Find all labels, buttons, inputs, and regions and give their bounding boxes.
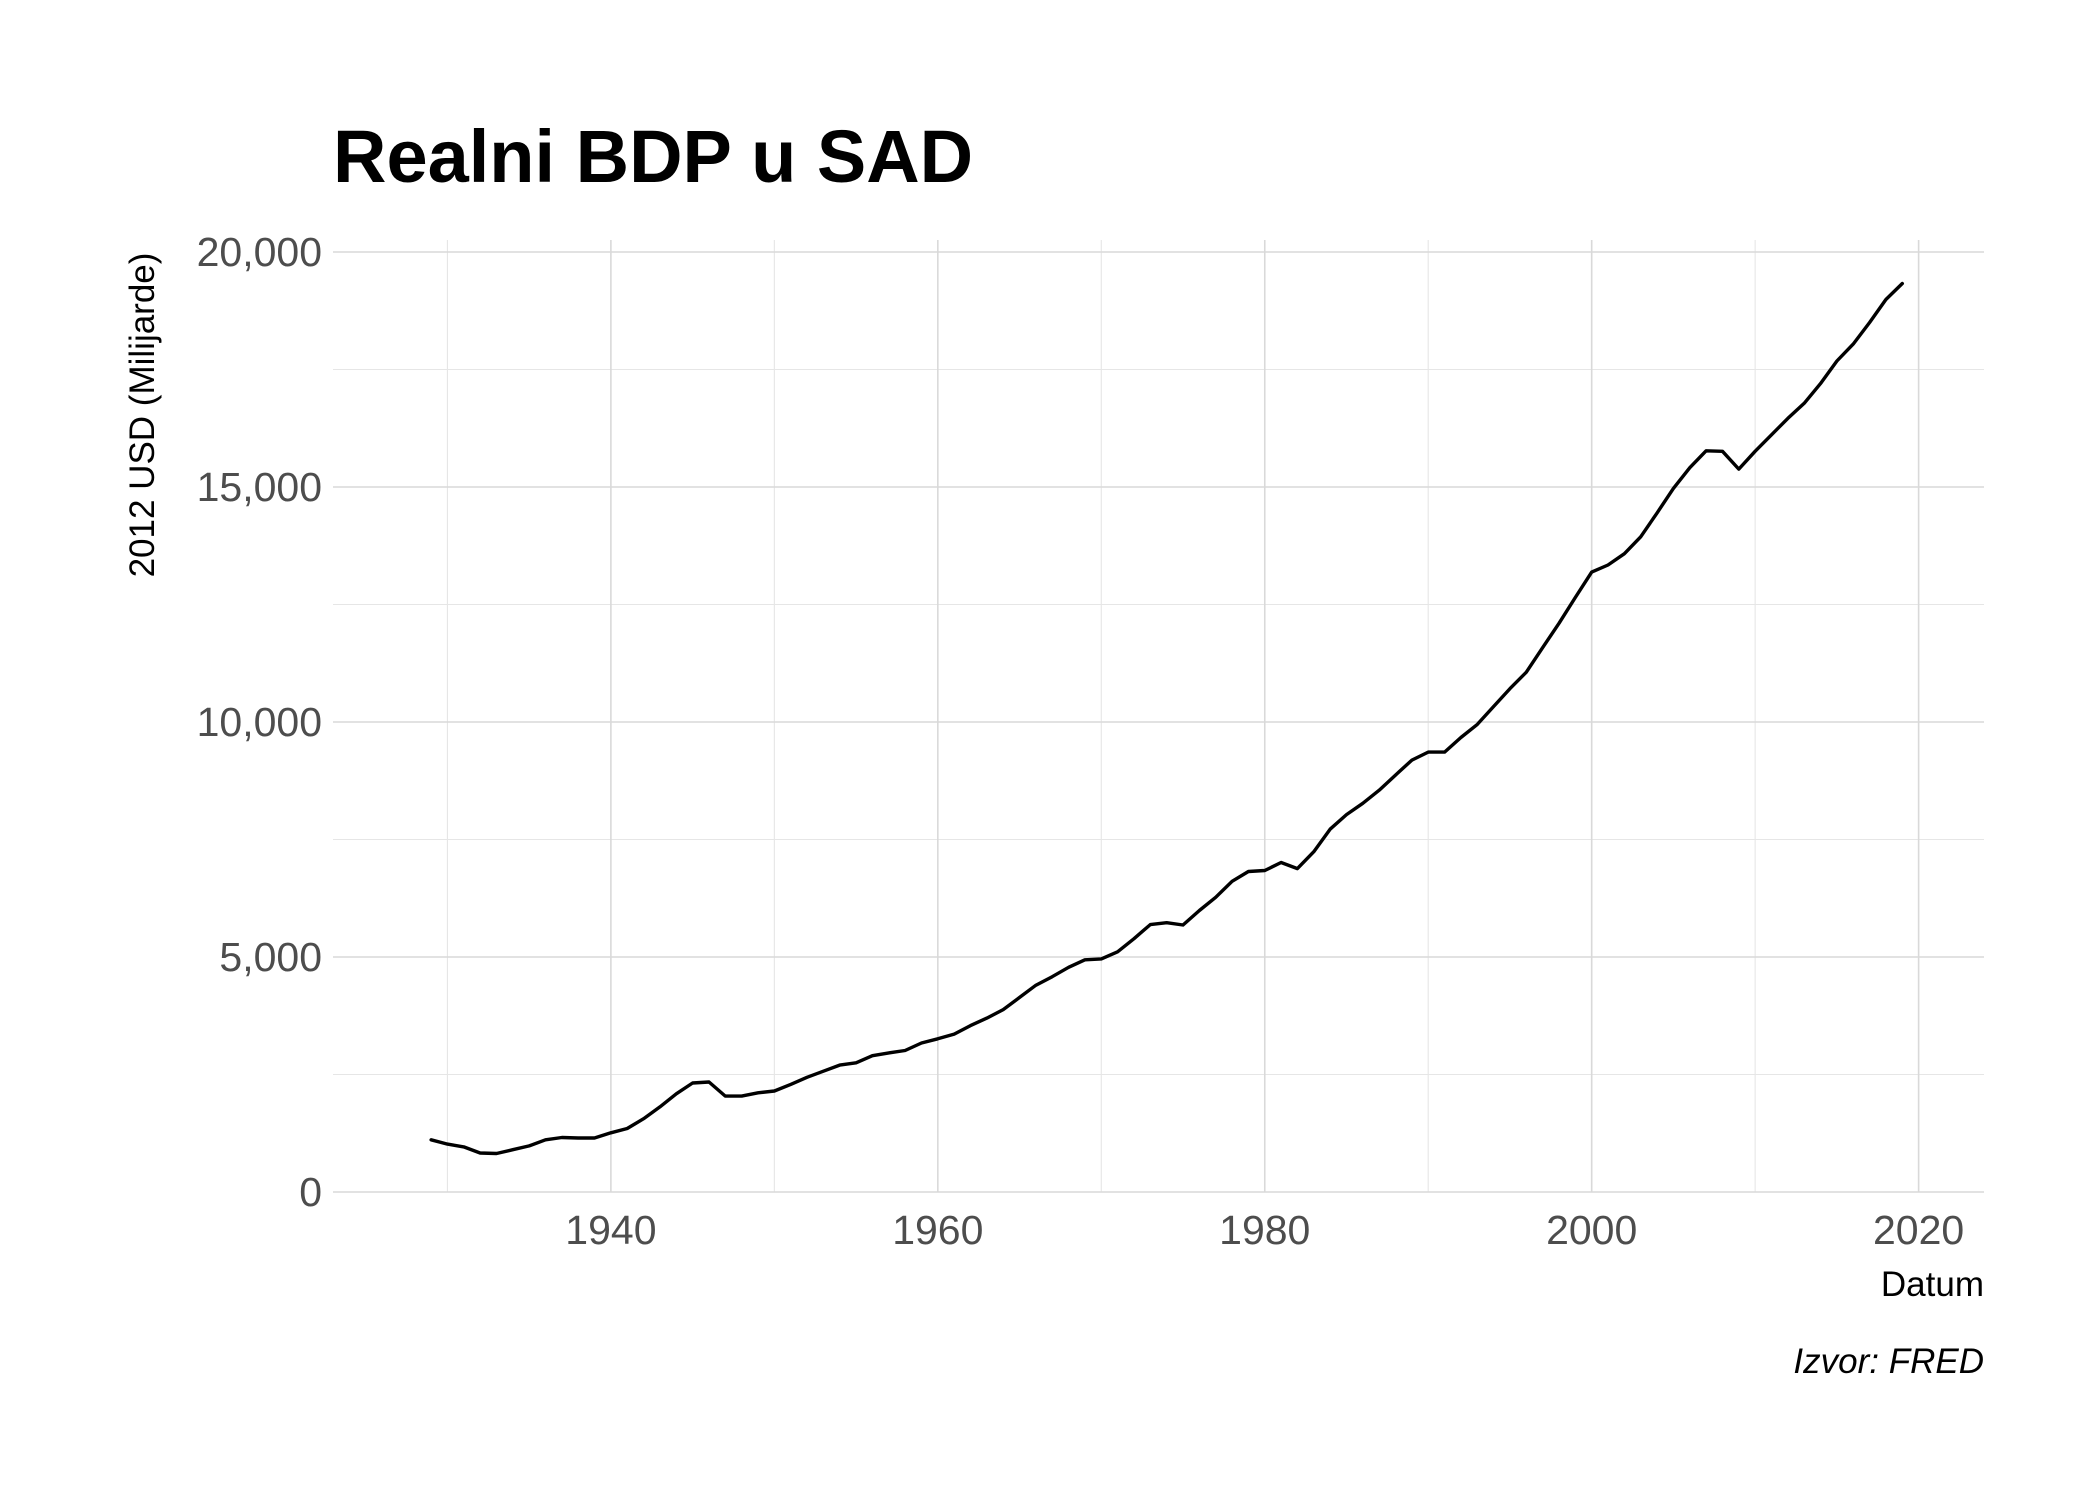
chart-title: Realni BDP u SAD	[333, 115, 973, 198]
line-layer	[429, 281, 1905, 1156]
y-axis-ticks: 0 5,000 10,000 15,000 20,000	[197, 229, 322, 1215]
x-tick-label: 2020	[1873, 1207, 1964, 1253]
y-tick-label: 20,000	[197, 229, 322, 275]
grid-layer	[333, 240, 1984, 1193]
x-axis-ticks: 1940 1960 1980 2000 2020	[565, 1207, 1964, 1253]
x-tick-label: 1980	[1219, 1207, 1310, 1253]
y-tick-label: 0	[299, 1169, 322, 1215]
gdp-series-line	[429, 281, 1905, 1156]
y-tick-label: 5,000	[219, 934, 322, 980]
x-tick-label: 2000	[1546, 1207, 1637, 1253]
y-tick-label: 10,000	[197, 699, 322, 745]
x-tick-label: 1940	[565, 1207, 656, 1253]
y-tick-label: 15,000	[197, 464, 322, 510]
y-axis-title: 2012 USD (Milijarde)	[123, 253, 162, 578]
x-axis-title: Datum	[1881, 1265, 1984, 1304]
chart-caption: Izvor: FRED	[1793, 1342, 1984, 1381]
x-tick-label: 1960	[892, 1207, 983, 1253]
